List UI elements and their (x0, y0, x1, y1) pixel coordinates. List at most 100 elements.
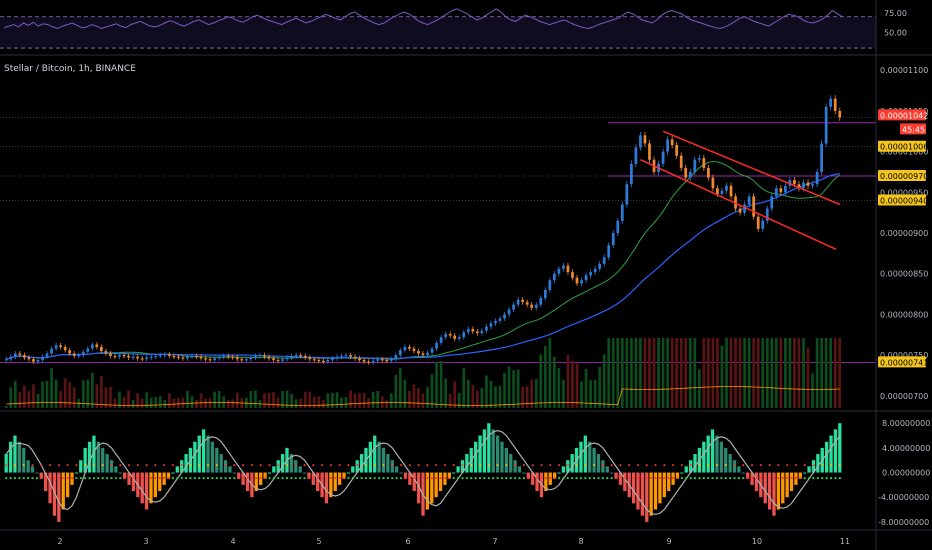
zero-dot (750, 476, 754, 480)
zero-dot (268, 476, 271, 480)
signal-dot (821, 464, 824, 467)
oscillator-bar (623, 472, 627, 492)
zero-dot (202, 476, 205, 480)
signal-dot (92, 464, 95, 467)
volume-bar (779, 338, 783, 408)
volume-bar (376, 391, 380, 408)
price-tag-label: 0.00000940 (880, 196, 928, 205)
candle-body (430, 348, 434, 353)
oscillator-bar (798, 472, 802, 479)
candle-body (756, 216, 760, 229)
signal-dot (636, 464, 639, 467)
oscillator-bar (702, 441, 706, 473)
volume-bar (231, 399, 235, 408)
candle-body (335, 356, 339, 359)
oscillator-bar (715, 435, 719, 473)
price-tick-label: 0.00000700 (880, 392, 928, 401)
candle-body (530, 304, 534, 308)
volume-bar (652, 338, 656, 408)
oscillator-bar (474, 441, 478, 473)
volume-bar (707, 338, 710, 408)
zero-dot (838, 476, 841, 480)
volume-bar (95, 384, 99, 408)
oscillator-bar (754, 472, 759, 492)
oscillator-bar (206, 435, 210, 473)
candle-body (18, 353, 22, 356)
oscillator-bar (605, 466, 609, 473)
oscillator-bar (803, 472, 807, 474)
candle-body (81, 351, 85, 356)
candle-body (747, 196, 751, 205)
zero-dot (799, 476, 802, 480)
zero-dot (149, 476, 153, 480)
signal-dot (487, 464, 490, 467)
volume-bar (136, 393, 139, 408)
candle-body (829, 98, 833, 107)
candle-body (389, 359, 393, 361)
volume-bar (267, 392, 271, 408)
volume-bar (702, 338, 706, 408)
candle-body (100, 346, 103, 352)
zero-dot (724, 476, 727, 480)
signal-dot (136, 464, 139, 467)
x-tick-label: 4 (230, 537, 235, 546)
zero-dot (483, 476, 486, 480)
zero-dot (628, 476, 631, 480)
zero-dot (509, 476, 512, 480)
volume-bar (217, 391, 221, 408)
volume-bar (507, 366, 511, 408)
zero-dot (623, 476, 626, 480)
candle-body (688, 171, 692, 178)
oscillator-bar (342, 472, 346, 479)
channel-lower-line (640, 159, 837, 250)
zero-dot (360, 476, 363, 480)
volume-bar (303, 392, 307, 408)
candle-body (380, 359, 384, 361)
zero-dot (334, 476, 337, 480)
zero-dot (772, 476, 776, 480)
x-tick-label: 2 (57, 537, 62, 546)
zero-dot (562, 476, 565, 480)
volume-bar (575, 364, 579, 408)
price-tick-label: 0.00000800 (880, 310, 928, 319)
zero-dot (448, 476, 451, 480)
candle-body (13, 353, 17, 357)
signal-dot (198, 464, 201, 467)
zero-dot (816, 476, 819, 480)
signal-dot (84, 464, 87, 467)
volume-bar (716, 338, 719, 408)
oscillator-bar (504, 447, 509, 473)
oscillator-bar (276, 460, 280, 473)
candle-body (9, 356, 13, 360)
signal-dot (496, 464, 499, 467)
candle-body (562, 265, 565, 269)
candle-body (190, 355, 194, 358)
zero-dot (325, 476, 328, 480)
x-tick-label: 10 (752, 537, 762, 546)
zero-dot (597, 476, 600, 480)
volume-bar (235, 392, 239, 408)
signal-dot (312, 464, 315, 467)
zero-dot (702, 476, 705, 480)
volume-bar (213, 391, 216, 408)
volume-bar (743, 338, 746, 408)
volume-bar (100, 376, 103, 408)
oscillator-bar (109, 460, 114, 473)
oscillator-bar (184, 454, 188, 473)
oscillator-bar (35, 472, 39, 474)
oscillator-bar (741, 472, 745, 474)
signal-dot (163, 464, 166, 467)
signal-dot (689, 464, 692, 467)
oscillator-bar (636, 472, 640, 510)
oscillator-bar (171, 472, 175, 474)
signal-dot (338, 464, 341, 467)
zero-dot (119, 476, 122, 480)
signal-dot (759, 464, 762, 467)
oscillator-bar (662, 472, 666, 498)
candle-body (457, 337, 461, 339)
zero-dot (184, 476, 188, 480)
candle-body (285, 357, 289, 360)
candle-body (59, 345, 62, 347)
zero-dot (505, 476, 508, 480)
